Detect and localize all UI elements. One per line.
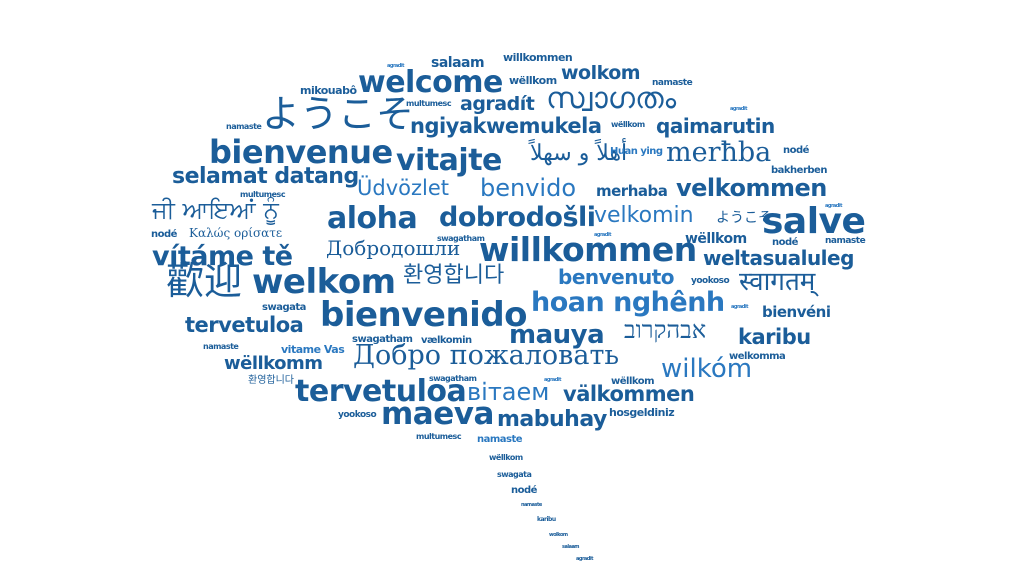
welcome-word: yookoso [691, 276, 730, 286]
welcome-word: 歡迎 [166, 259, 243, 303]
welcome-word: karibu [537, 516, 556, 523]
welcome-word: nodé [511, 485, 537, 496]
welcome-word: salve [762, 201, 866, 242]
welcome-word: 환영합니다 [248, 375, 294, 386]
welcome-word: vitame Vas [281, 343, 345, 356]
welcome-word: välkommen [563, 382, 695, 406]
welcome-word: salaam [431, 55, 485, 71]
welcome-word: velkommen [676, 174, 827, 202]
welcome-word: вітаем [467, 378, 550, 406]
welcome-word: agradit [731, 304, 748, 310]
welcome-word: ngiyakwemukela [410, 114, 602, 138]
welcome-word: 환영합니다 [403, 263, 505, 288]
welcome-word: swagatham [429, 374, 477, 383]
welcome-word: agradit [825, 203, 842, 209]
welcome-word: wëllkom [611, 376, 655, 387]
welcome-word: agradit [730, 106, 747, 112]
welcome-word: swagatham [352, 334, 413, 345]
welcome-word: wëllkom [509, 74, 557, 87]
welcome-word: swagata [497, 470, 532, 479]
welcome-word: mauya [509, 320, 605, 350]
welcome-word: Καλώς ορίσατε [189, 226, 283, 240]
welcome-word: qaimarutin [656, 114, 775, 138]
welcome-word: welkom [252, 262, 396, 302]
welcome-word: אבהקרוב [624, 316, 707, 344]
welcome-word: merħba [666, 137, 772, 168]
welcome-word: merhaba [596, 182, 668, 200]
welcome-word: benvenuto [558, 265, 675, 289]
welcome-word: nodé [151, 229, 177, 240]
welcome-word: vælkomin [421, 335, 472, 346]
welcome-word: multumesc [416, 432, 462, 441]
welcome-word: bienvéni [762, 303, 831, 321]
welcome-word: agradit [576, 556, 593, 562]
welcome-word: ਜੀ ਆਇਆਂ ਨੂੰ [152, 196, 279, 224]
welcome-word: wëllkomm [224, 353, 323, 374]
welcome-word: selamat datang [172, 164, 359, 189]
welcome-word: welcome [358, 65, 503, 100]
welcome-word: tervetuloa [185, 313, 304, 337]
welcome-word: multumesc [406, 99, 452, 108]
welcome-word: أهلاً و سهلاً [530, 141, 628, 166]
welcome-word: weltasualuleg [703, 246, 854, 270]
welcome-word: welkomma [729, 351, 786, 362]
welcome-word: nodé [783, 145, 809, 156]
welcome-word: maeva [381, 396, 494, 432]
welcome-word: karibu [738, 325, 811, 349]
welcome-word: bienvenue [209, 133, 393, 171]
welcome-word: wilkóm [661, 354, 753, 384]
welcome-word: mikouabô [300, 84, 357, 97]
welcome-word: ようこそ [262, 92, 415, 136]
welcome-word: willkommen [479, 230, 697, 269]
welcome-word: hoan nghênh [531, 287, 725, 318]
welcome-word: benvido [480, 174, 576, 202]
welcome-word: swagatham [437, 234, 485, 243]
welcome-word: wëllkom [685, 231, 747, 247]
welcome-word: vítáme tě [152, 241, 293, 272]
welcome-word: mabuhay [497, 407, 607, 432]
welcome-word: dobrodošli [439, 202, 596, 233]
welcome-word: willkommen [503, 51, 573, 64]
welcome-word: ようこそ [716, 210, 772, 226]
welcome-word: namaste [226, 122, 262, 131]
welcome-word: velkomin [594, 203, 694, 228]
welcome-word: namaste [477, 434, 523, 445]
welcome-word: स्वागतम् [739, 267, 816, 297]
welcome-word: namaste [521, 502, 542, 508]
welcome-word: swagata [262, 302, 306, 313]
welcome-word: multumesc [240, 190, 286, 199]
welcome-word: vitajte [396, 143, 502, 178]
welcome-word: wëllkom [611, 120, 645, 129]
welcome-word: സ്വാഗതം [546, 81, 677, 116]
welcome-word: wëllkom [489, 453, 523, 462]
welcome-word: namaste [825, 236, 866, 246]
welcome-word: agradit [594, 232, 611, 238]
welcome-word: salaam [562, 544, 580, 550]
welcome-word: yookoso [338, 410, 377, 420]
welcome-word: agradit [544, 377, 561, 383]
welcome-word: Добро пожаловать [353, 340, 620, 371]
welcome-word: wolkom [561, 62, 641, 84]
welcome-word: agradít [460, 93, 535, 115]
welcome-word: namaste [203, 342, 239, 351]
welcome-word: tervetuloa [295, 374, 467, 409]
welcome-word: Добродошли [326, 236, 461, 260]
welcome-word: wolkom [549, 532, 568, 538]
welcome-word: aloha [327, 201, 418, 236]
welcome-word: bakherben [771, 165, 827, 176]
welcome-word: Huan ying [610, 146, 663, 157]
welcome-word: nodé [772, 237, 798, 248]
welcome-word: bienvenido [320, 295, 528, 335]
welcome-word: Üdvözlet [357, 176, 449, 200]
welcome-word: hosgeldiniz [609, 406, 675, 419]
welcome-word: agradit [387, 63, 404, 69]
welcome-word: namaste [652, 78, 693, 88]
